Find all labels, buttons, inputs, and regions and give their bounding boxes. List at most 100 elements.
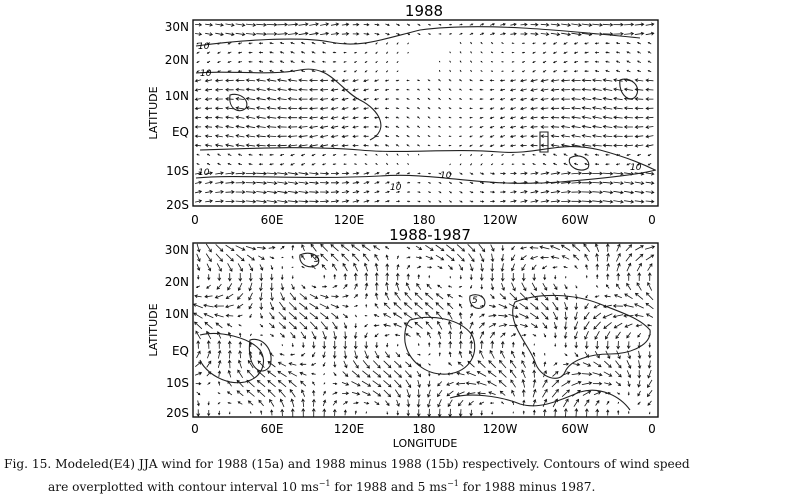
wind-vector [193,312,203,319]
wind-vector [510,22,517,27]
wind-vector [530,88,538,92]
wind-vector [196,264,201,272]
wind-vector [458,264,463,271]
wind-vector [581,78,592,83]
wind-vector [605,243,610,252]
wind-vector [479,98,484,101]
wind-vector [480,284,484,290]
wind-vector [480,70,483,72]
wind-vector [332,391,338,395]
wind-vector [457,400,464,407]
wind-vector [501,245,505,252]
wind-vector [352,22,360,27]
wind-vector [395,144,400,147]
wind-vector [459,88,462,91]
wind-vector [332,263,338,271]
wind-vector [468,400,474,406]
wind-vector [459,60,462,63]
wind-vector [245,115,256,120]
wind-vector [581,96,592,101]
wind-vector [448,88,452,91]
wind-vector [245,143,256,148]
wind-vector [542,408,547,416]
wind-vector [613,181,624,185]
wind-vector [449,23,453,26]
wind-vector [469,79,473,82]
wind-vector [332,408,337,416]
wind-vector [489,116,495,120]
wind-vector [238,332,242,338]
wind-vector [500,263,505,272]
wind-vector [571,87,581,92]
panel-a-contour-labels: 10 10 10 10 10 10 [198,42,642,193]
wind-vector [215,32,224,37]
wind-vector [584,303,589,310]
wind-vector [645,22,655,27]
wind-vector [510,350,516,359]
wind-vector [266,32,278,36]
wind-vector [309,125,318,130]
wind-vector [478,243,486,253]
wind-vector [469,321,474,329]
wind-vector [343,163,347,166]
wind-vector [617,401,619,404]
wind-vector [320,22,330,27]
y-tick-label: 10N [165,307,189,321]
wind-vector [542,398,548,407]
wind-vector [592,199,603,204]
wind-vector [520,190,528,194]
wind-vector [372,390,382,397]
wind-vector [288,379,297,388]
wind-vector [300,163,306,166]
wind-vector [512,411,514,414]
wind-vector [645,115,654,120]
wind-vector [458,295,463,298]
wind-vector [205,180,214,185]
wind-vector [277,125,287,129]
wind-vector [521,70,526,73]
wind-vector [237,162,243,166]
wind-vector [287,97,298,101]
wind-vector [613,115,623,120]
wind-vector [291,275,294,280]
wind-vector [501,163,504,165]
wind-vector [331,294,339,299]
wind-vector [479,32,485,36]
y-tick-label: 20N [165,275,189,289]
wind-vector [227,162,232,166]
x-tick-label: 120E [334,213,365,227]
wind-vector [279,332,285,338]
wind-vector [217,401,221,405]
wind-vector [437,144,441,147]
wind-vector [532,334,537,337]
wind-vector [550,22,561,27]
wind-vector [248,282,253,292]
wind-vector [287,134,298,139]
wind-vector [592,124,602,129]
wind-vector [469,191,474,194]
wind-vector [195,171,203,176]
wind-vector [438,352,441,357]
wind-vector [595,340,600,350]
wind-vector [428,371,431,377]
wind-vector [530,199,539,203]
wind-vector [375,163,378,166]
wind-vector [459,172,463,175]
wind-vector [634,190,645,195]
wind-vector [309,97,318,102]
wind-vector [490,244,495,252]
wind-vector [343,409,347,416]
wind-vector [301,244,305,252]
wind-vector [469,32,474,35]
wind-vector [396,172,401,175]
wind-vector [214,313,224,318]
wind-vector [196,400,200,407]
wind-vector [354,314,357,318]
wind-vector [205,32,214,37]
wind-vector [269,256,275,259]
wind-vector [352,88,359,92]
wind-vector [581,180,593,185]
wind-vector [383,323,391,328]
wind-vector [235,87,245,92]
wind-vector [539,245,550,250]
